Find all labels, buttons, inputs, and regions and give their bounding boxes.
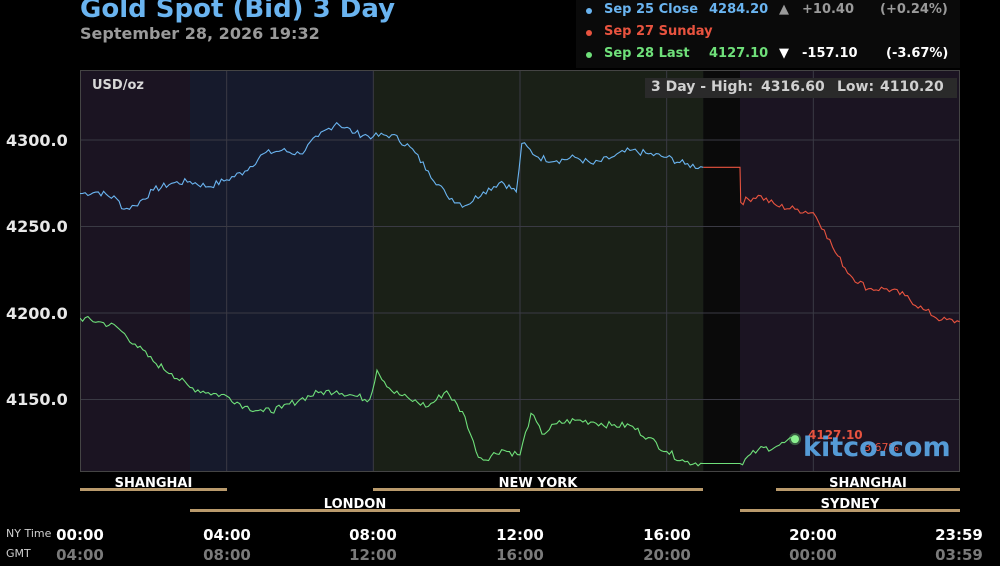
ny-tick: 12:00	[496, 526, 544, 544]
series-line-sep28	[80, 315, 796, 467]
series-line-sep27	[703, 166, 960, 324]
y-tick-label: 4200.0	[6, 304, 68, 323]
last-point-marker	[791, 435, 799, 444]
market-shanghai-2: SHANGHAI	[829, 476, 907, 491]
series-line-sep25	[80, 121, 704, 210]
gmt-tick: 16:00	[496, 546, 544, 564]
legend-pct: (-3.67%)	[886, 46, 949, 61]
market-bar-shanghai	[80, 488, 227, 491]
y-tick-label: 4300.0	[6, 131, 68, 150]
market-new-york: NEW YORK	[498, 476, 578, 491]
ny-tick: 16:00	[643, 526, 691, 544]
gmt-axis-label: GMT	[6, 547, 31, 560]
legend-label: Sep 27 Sunday	[604, 24, 713, 39]
last-price-label: 4127.10	[808, 428, 863, 442]
legend-dot-sep28-icon	[586, 52, 592, 58]
market-london: LONDON	[323, 497, 387, 512]
plot-frame	[80, 70, 960, 472]
market-bar-shanghai-2	[776, 488, 960, 491]
ny-tick: 00:00	[56, 526, 104, 544]
ny-tick: 08:00	[349, 526, 397, 544]
range-high: 4316.60	[761, 79, 825, 95]
range-summary: 3 Day - High: 4316.60 Low: 4110.20	[645, 78, 957, 98]
market-bar-sydney	[740, 509, 960, 512]
gmt-tick: 08:00	[203, 546, 251, 564]
gmt-tick: 20:00	[643, 546, 691, 564]
legend-label: Sep 28 Last	[604, 46, 690, 61]
last-pct-label: -3.67%	[860, 441, 899, 454]
y-tick-label: 4150.0	[6, 390, 68, 409]
market-sydney: SYDNEY	[820, 497, 880, 512]
range-label: 3 Day - High:	[651, 79, 754, 95]
legend-change: -157.10	[802, 46, 858, 61]
gmt-tick: 00:00	[789, 546, 837, 564]
chart-title: Gold Spot (Bid) 3 Day	[80, 0, 396, 24]
market-shanghai: SHANGHAI	[114, 476, 193, 491]
chart-timestamp: September 28, 2026 19:32	[80, 24, 320, 43]
legend-change: +10.40	[802, 2, 855, 17]
range-low-label: Low:	[837, 79, 875, 95]
legend-price: 4284.20	[709, 2, 769, 17]
legend-panel: Sep 25 Close 4284.20 ▲ +10.40 (+0.24%) S…	[576, 0, 960, 68]
legend-price: 4127.10	[709, 46, 769, 61]
price-chart	[80, 70, 960, 472]
legend-dot-sep27-icon	[586, 30, 592, 36]
kitco-watermark: kitco.com	[803, 432, 951, 463]
legend-label: Sep 25 Close	[604, 2, 699, 17]
legend-dot-sep25-icon	[586, 8, 592, 14]
range-low: 4110.20	[880, 79, 944, 95]
ny-time-axis-label: NY Time	[6, 527, 52, 540]
legend-arrow-down-icon: ▼	[779, 46, 789, 61]
session-shade-closed	[703, 70, 740, 472]
legend-pct: (+0.24%)	[880, 2, 948, 17]
ny-tick: 04:00	[203, 526, 251, 544]
gmt-tick: 04:00	[56, 546, 104, 564]
market-bar-london	[190, 509, 520, 512]
ny-tick: 20:00	[789, 526, 837, 544]
market-bar-new-york	[373, 488, 703, 491]
ny-tick: 23:59	[935, 526, 983, 544]
gmt-tick: 03:59	[935, 546, 983, 564]
unit-label: USD/oz	[92, 78, 144, 93]
session-shade-new-york	[373, 70, 704, 472]
y-tick-label: 4250.0	[6, 217, 68, 236]
legend-arrow-up-icon: ▲	[779, 2, 789, 17]
session-shade-london	[190, 70, 374, 472]
gmt-tick: 12:00	[349, 546, 397, 564]
